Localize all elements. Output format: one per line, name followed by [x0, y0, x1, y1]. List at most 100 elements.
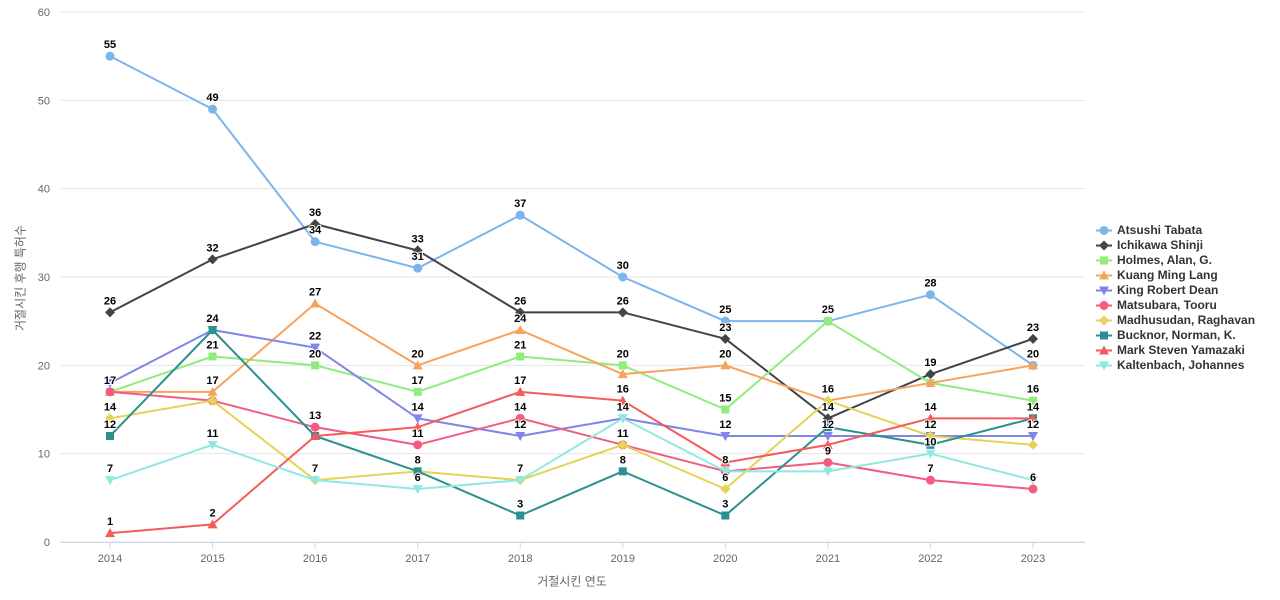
data-point-marker[interactable] [310, 476, 321, 486]
data-point-marker[interactable] [208, 104, 218, 114]
data-point-marker[interactable] [617, 414, 628, 424]
data-point-marker[interactable] [310, 343, 321, 353]
data-point-marker[interactable] [925, 378, 936, 387]
data-point-marker[interactable] [412, 485, 423, 494]
data-point-marker[interactable] [515, 386, 526, 396]
data-point-marker[interactable] [311, 361, 320, 370]
data-point-marker[interactable] [925, 431, 936, 441]
data-point-marker[interactable] [618, 361, 627, 370]
data-point-marker[interactable] [310, 431, 321, 440]
data-point-marker[interactable] [207, 395, 218, 406]
data-point-marker[interactable] [618, 467, 627, 476]
data-point-marker[interactable] [310, 237, 320, 247]
data-point-marker[interactable] [413, 387, 422, 396]
data-point-marker[interactable] [617, 369, 628, 379]
x-tick-label: 2019 [611, 553, 635, 565]
data-point-marker[interactable] [721, 405, 730, 414]
data-label: 6 [1030, 472, 1036, 484]
data-point-marker[interactable] [1028, 333, 1038, 344]
data-label: 20 [1027, 348, 1039, 360]
data-point-marker[interactable] [310, 422, 320, 432]
data-point-marker[interactable] [823, 423, 832, 432]
data-point-marker[interactable] [822, 395, 833, 406]
data-point-marker[interactable] [1028, 413, 1038, 423]
data-point-marker[interactable] [105, 379, 115, 388]
legend-item-ichikawa-shinji[interactable]: Ichikawa Shinji [1096, 238, 1255, 253]
data-point-marker[interactable] [105, 307, 115, 318]
data-point-marker[interactable] [925, 369, 936, 380]
data-point-marker[interactable] [412, 422, 423, 432]
legend-item-madhusudan-raghavan[interactable]: Madhusudan, Raghavan [1096, 313, 1255, 328]
legend-item-atsushi-tabata[interactable]: Atsushi Tabata [1096, 223, 1255, 238]
data-point-marker[interactable] [721, 511, 730, 520]
legend-item-kaltenbach-johannes[interactable]: Kaltenbach, Johannes [1096, 358, 1255, 373]
data-point-marker[interactable] [720, 316, 730, 326]
data-point-marker[interactable] [926, 440, 935, 449]
data-point-marker[interactable] [1028, 476, 1038, 486]
data-point-marker[interactable] [822, 439, 833, 449]
data-point-marker[interactable] [515, 307, 526, 318]
data-point-marker[interactable] [207, 440, 218, 450]
data-point-marker[interactable] [822, 432, 833, 441]
data-label: 14 [514, 401, 527, 413]
data-point-marker[interactable] [207, 519, 218, 529]
data-point-marker[interactable] [413, 467, 422, 476]
data-point-marker[interactable] [1028, 432, 1038, 441]
series-kuang-ming-lang [105, 298, 1038, 405]
data-point-marker[interactable] [412, 245, 423, 256]
data-point-marker[interactable] [105, 387, 115, 397]
data-point-marker[interactable] [516, 511, 525, 520]
data-point-marker[interactable] [720, 360, 731, 370]
data-point-marker[interactable] [515, 413, 525, 423]
data-point-marker[interactable] [720, 333, 731, 344]
data-point-marker[interactable] [617, 439, 628, 450]
data-point-marker[interactable] [208, 326, 217, 334]
data-point-marker[interactable] [823, 458, 833, 467]
data-point-marker[interactable] [105, 51, 115, 61]
data-point-marker[interactable] [413, 440, 423, 450]
data-point-marker[interactable] [105, 528, 115, 538]
data-point-marker[interactable] [412, 414, 423, 424]
x-tick-label: 2014 [98, 553, 122, 565]
data-point-marker[interactable] [310, 298, 321, 308]
data-point-marker[interactable] [822, 413, 833, 424]
legend-item-matsubara-tooru[interactable]: Matsubara, Tooru [1096, 298, 1255, 313]
data-point-marker[interactable] [515, 476, 526, 486]
data-point-marker[interactable] [925, 290, 935, 300]
data-point-marker[interactable] [207, 386, 218, 396]
data-point-marker[interactable] [1028, 439, 1038, 450]
data-point-marker[interactable] [106, 432, 114, 440]
data-point-marker[interactable] [310, 219, 321, 229]
data-point-marker[interactable] [823, 317, 832, 326]
data-point-marker[interactable] [925, 413, 936, 423]
legend-item-kuang-ming-lang[interactable]: Kuang Ming Lang [1096, 268, 1255, 283]
data-point-marker[interactable] [208, 352, 217, 361]
data-point-marker[interactable] [618, 272, 628, 282]
data-point-marker[interactable] [412, 360, 423, 370]
data-point-marker[interactable] [515, 325, 526, 334]
legend-item-king-robert-dean[interactable]: King Robert Dean [1096, 283, 1255, 298]
data-point-marker[interactable] [1029, 396, 1037, 405]
data-point-marker[interactable] [207, 254, 218, 265]
data-point-marker[interactable] [516, 352, 525, 361]
data-point-marker[interactable] [515, 210, 525, 220]
data-point-marker[interactable] [515, 432, 526, 441]
legend-item-mark-steven-yamazaki[interactable]: Mark Steven Yamazaki [1096, 343, 1255, 358]
data-point-marker[interactable] [720, 467, 731, 477]
data-point-marker[interactable] [105, 413, 115, 424]
data-point-marker[interactable] [105, 476, 115, 486]
data-point-marker[interactable] [413, 263, 423, 273]
data-point-marker[interactable] [617, 307, 628, 318]
data-point-marker[interactable] [925, 449, 936, 459]
data-point-marker[interactable] [1028, 360, 1038, 370]
data-point-marker[interactable] [720, 432, 731, 441]
data-point-marker[interactable] [720, 457, 731, 467]
data-point-marker[interactable] [720, 484, 731, 494]
legend-item-holmes-alan-g[interactable]: Holmes, Alan, G. [1096, 253, 1255, 268]
data-point-marker[interactable] [822, 467, 833, 477]
data-point-marker[interactable] [1028, 484, 1038, 494]
data-point-marker[interactable] [925, 475, 935, 485]
data-point-marker[interactable] [617, 395, 628, 405]
legend-item-bucknor-norman-k[interactable]: Bucknor, Norman, K. [1096, 328, 1255, 343]
